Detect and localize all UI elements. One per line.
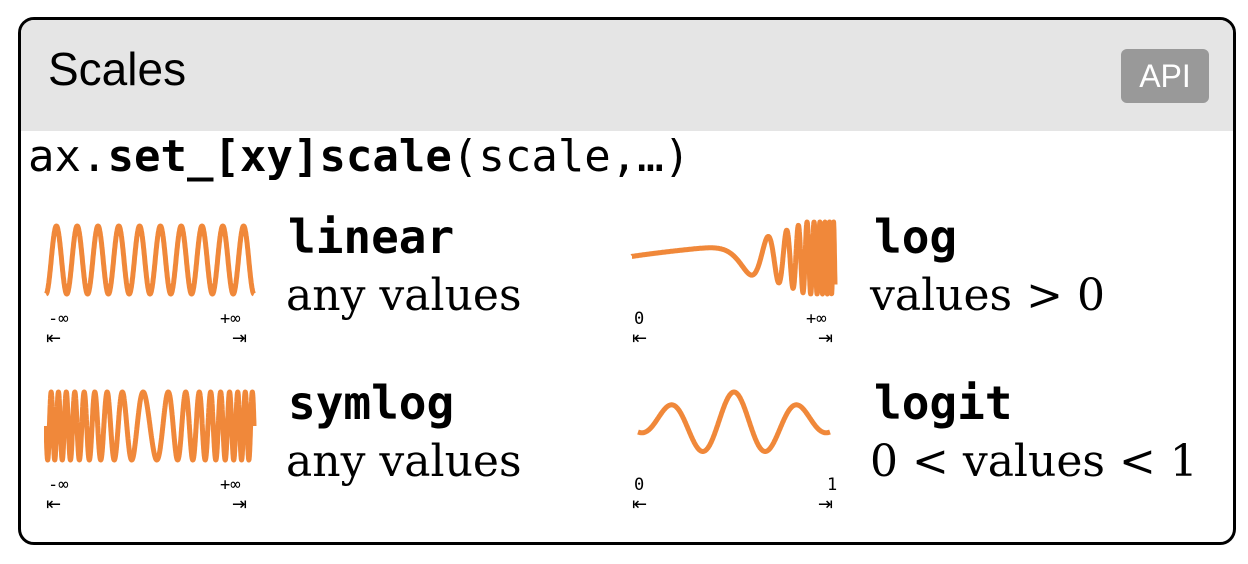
scales-card: Scales API [18,17,1236,545]
scale-item-linear: -∞ +∞ ⇤ ⇥ linear any values [44,210,604,358]
card-header: Scales API [21,20,1233,131]
max-label: +∞ [220,309,241,329]
scale-name: log [874,210,958,264]
logit-wave-icon [635,389,833,454]
api-badge[interactable]: API [1121,49,1209,103]
right-bound-arrow-icon: ⇥ [818,494,834,515]
left-bound-arrow-icon: ⇤ [46,494,62,515]
log-wave-icon [630,219,838,297]
max-label: 1 [827,475,838,495]
scale-description: any values [286,270,522,321]
signature-prefix: ax. [28,131,108,182]
max-label: +∞ [806,309,827,329]
function-signature: ax.set_[xy]scale(scale,…) [28,131,690,182]
left-bound-arrow-icon: ⇤ [632,494,648,515]
left-bound-arrow-icon: ⇤ [632,328,648,349]
signature-method: set_[xy]scale [107,131,452,182]
scale-name: logit [874,376,1013,430]
scale-item-log: 0 +∞ ⇤ ⇥ log values > 0 [630,210,1190,358]
min-label: -∞ [48,475,69,495]
scale-description: any values [286,436,522,487]
scale-description: 0 < values < 1 [870,436,1198,487]
left-bound-arrow-icon: ⇤ [46,328,62,349]
min-label: -∞ [48,309,69,329]
right-bound-arrow-icon: ⇥ [818,328,834,349]
scale-item-logit: 0 1 ⇤ ⇥ logit 0 < values < 1 [630,376,1198,524]
right-bound-arrow-icon: ⇥ [232,328,248,349]
symlog-wave-icon [44,389,257,463]
scale-description: values > 0 [870,270,1105,321]
signature-args: (scale,…) [451,131,691,182]
max-label: +∞ [220,475,241,495]
min-label: 0 [634,475,645,495]
card-title: Scales [48,43,187,95]
right-bound-arrow-icon: ⇥ [232,494,248,515]
min-label: 0 [634,309,645,329]
scale-name: symlog [288,376,455,430]
scale-name: linear [288,210,455,264]
scale-item-symlog: -∞ +∞ ⇤ ⇥ symlog any values [44,376,604,524]
linear-wave-icon [44,223,257,297]
